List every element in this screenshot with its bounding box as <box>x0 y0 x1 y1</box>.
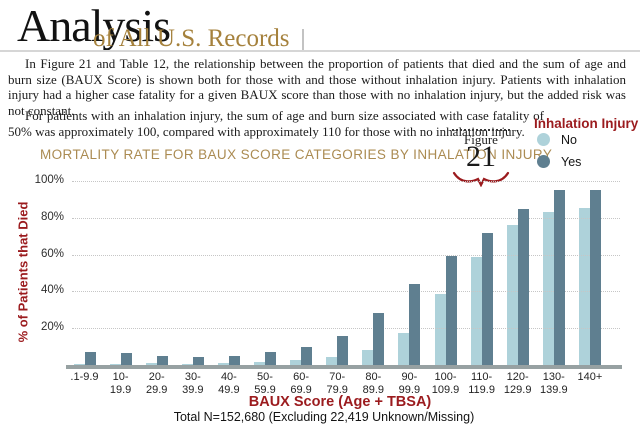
x-axis-title: BAUX Score (Age + TBSA) <box>248 394 432 410</box>
bar-no <box>398 332 410 365</box>
bar-no <box>542 212 554 365</box>
bar-no <box>470 257 482 365</box>
body-paragraph-2: For patients with an inhalation injury, … <box>8 108 544 139</box>
bar-yes <box>337 336 349 365</box>
page-subtitle: of All U.S. Records <box>93 25 290 52</box>
y-tick-label: 20% <box>40 321 64 334</box>
bar-yes <box>409 284 421 365</box>
body-paragraph-1: In Figure 21 and Table 12, the relations… <box>8 56 626 118</box>
bar-yes <box>120 353 132 365</box>
legend-label-yes: Yes <box>561 154 582 169</box>
bar-no <box>434 294 446 365</box>
legend-swatch-no-icon <box>537 133 550 146</box>
x-tick-label: 120- 129.9 <box>503 371 532 396</box>
x-tick-label: 100- 109.9 <box>431 371 460 396</box>
chart-footnote: Total N=152,680 (Excluding 22,419 Unknow… <box>173 410 475 424</box>
bar-no <box>326 356 338 365</box>
legend-item-yes: Yes <box>537 154 582 169</box>
gridline <box>72 217 620 219</box>
bar-yes <box>192 357 204 365</box>
bar-no <box>109 363 121 365</box>
bar-yes <box>517 208 529 365</box>
x-tick-label: 110- 119.9 <box>468 371 495 396</box>
x-tick-label: 80- 89.9 <box>362 371 384 396</box>
x-tick-label: 10- 19.9 <box>109 371 132 396</box>
legend-swatch-yes-icon <box>537 155 550 168</box>
x-tick-label: 130- 139.9 <box>540 371 568 396</box>
chart-title: MORTALITY RATE FOR BAUX SCORE CATEGORIES… <box>40 147 553 162</box>
header-horizontal-rule <box>0 50 640 52</box>
gridline <box>72 328 620 330</box>
x-tick-label: 20- 29.9 <box>145 371 168 396</box>
y-tick-label: 100% <box>34 174 64 186</box>
bar-no <box>145 363 157 365</box>
x-axis-line <box>66 365 622 369</box>
bar-yes <box>84 352 96 365</box>
bar-yes <box>301 346 313 365</box>
y-tick-label: 80% <box>40 210 64 223</box>
legend-item-no: No <box>537 132 581 147</box>
x-tick-label: 30- 39.9 <box>182 371 204 396</box>
header-vertical-rule <box>302 29 304 52</box>
bar-no <box>217 362 229 365</box>
figure-badge-dotted-rule <box>452 129 510 131</box>
bar-no <box>73 363 85 365</box>
legend-label-no: No <box>561 132 577 147</box>
bar-no <box>578 207 590 365</box>
bar-yes <box>445 256 457 365</box>
legend-title: Inhalation Injury <box>534 116 639 131</box>
x-tick-label: 70- 79.9 <box>326 371 348 396</box>
bar-yes <box>265 351 276 365</box>
x-tick-label: 60- 69.9 <box>290 371 312 396</box>
bar-no <box>506 225 518 365</box>
bar-yes <box>156 355 168 365</box>
gridline <box>72 181 620 182</box>
figure-badge-number: 21 <box>466 140 496 173</box>
bar-yes <box>481 232 493 365</box>
bar-no <box>254 362 265 365</box>
gridline <box>72 291 620 293</box>
x-tick-label: 50- 59.9 <box>254 371 276 396</box>
bar-no <box>290 360 302 365</box>
legend: No Yes <box>537 133 581 177</box>
figure-brace-icon <box>452 171 510 187</box>
gridline <box>72 254 620 256</box>
x-tick-label: 40- 49.9 <box>218 371 240 396</box>
y-tick-label: 40% <box>40 284 64 297</box>
bar-yes <box>553 190 565 365</box>
bar-no <box>181 363 193 365</box>
page-title: Analysis <box>17 0 171 51</box>
figure-badge-label: Figure <box>464 132 498 147</box>
bar-yes <box>228 355 240 365</box>
bar-yes <box>373 312 385 365</box>
x-tick-label: .1-9.9 <box>70 371 99 383</box>
bar-no <box>362 350 374 365</box>
y-tick-label: 60% <box>40 247 64 260</box>
bar-yes <box>589 190 601 365</box>
x-tick-label: 90- 99.9 <box>398 371 421 396</box>
x-tick-label: 140+ <box>577 371 603 383</box>
